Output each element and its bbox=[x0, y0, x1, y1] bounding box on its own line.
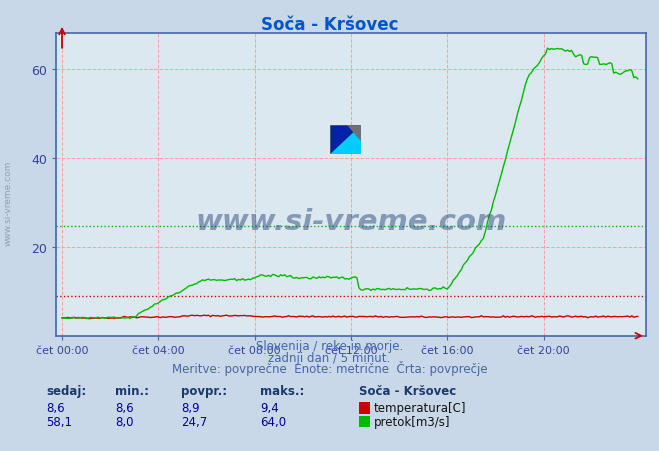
Polygon shape bbox=[330, 126, 361, 155]
Text: 9,4: 9,4 bbox=[260, 401, 279, 414]
Text: sedaj:: sedaj: bbox=[46, 385, 86, 398]
Text: www.si-vreme.com: www.si-vreme.com bbox=[195, 207, 507, 235]
Text: 8,6: 8,6 bbox=[115, 401, 134, 414]
Text: Soča - Kršovec: Soča - Kršovec bbox=[359, 385, 457, 398]
Polygon shape bbox=[347, 126, 361, 142]
Text: povpr.:: povpr.: bbox=[181, 385, 227, 398]
Text: 8,6: 8,6 bbox=[46, 401, 65, 414]
Text: Slovenija / reke in morje.: Slovenija / reke in morje. bbox=[256, 340, 403, 353]
Text: temperatura[C]: temperatura[C] bbox=[374, 401, 466, 414]
Text: www.si-vreme.com: www.si-vreme.com bbox=[4, 161, 13, 245]
Text: maks.:: maks.: bbox=[260, 385, 304, 398]
Text: pretok[m3/s]: pretok[m3/s] bbox=[374, 415, 450, 428]
Text: 24,7: 24,7 bbox=[181, 415, 208, 428]
Text: 8,0: 8,0 bbox=[115, 415, 134, 428]
Text: Meritve: povprečne  Enote: metrične  Črta: povprečje: Meritve: povprečne Enote: metrične Črta:… bbox=[172, 360, 487, 375]
Text: Soča - Kršovec: Soča - Kršovec bbox=[261, 16, 398, 34]
Text: min.:: min.: bbox=[115, 385, 150, 398]
Text: 64,0: 64,0 bbox=[260, 415, 287, 428]
Text: 8,9: 8,9 bbox=[181, 401, 200, 414]
Text: 58,1: 58,1 bbox=[46, 415, 72, 428]
Polygon shape bbox=[330, 126, 361, 155]
Text: zadnji dan / 5 minut.: zadnji dan / 5 minut. bbox=[268, 351, 391, 364]
